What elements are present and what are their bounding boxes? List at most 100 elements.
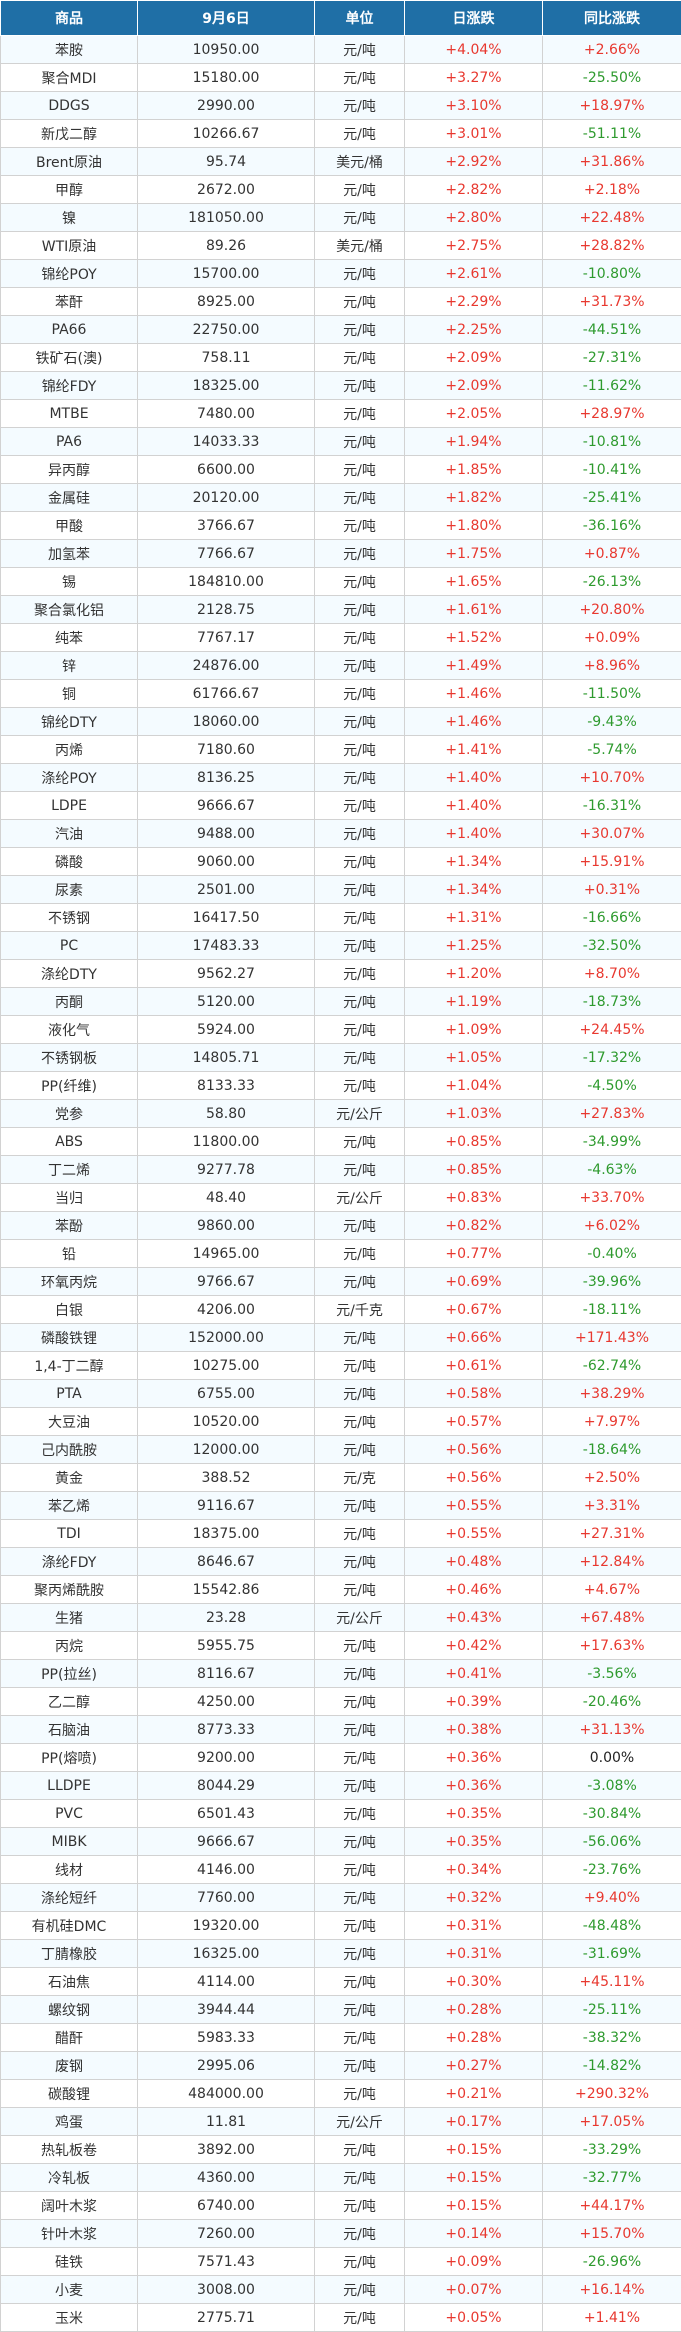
daily-change-cell: +1.40% — [405, 764, 543, 792]
unit-cell: 元/吨 — [315, 1688, 405, 1716]
commodity-cell: 丁二烯 — [1, 1156, 138, 1184]
yoy-change-cell: -51.11% — [543, 120, 681, 148]
commodity-cell: PVC — [1, 1800, 138, 1828]
commodity-cell: 醋酐 — [1, 2024, 138, 2052]
yoy-change-cell: +28.97% — [543, 400, 681, 428]
yoy-change-cell: +10.70% — [543, 764, 681, 792]
price-cell: 10950.00 — [138, 36, 315, 64]
unit-cell: 元/吨 — [315, 708, 405, 736]
daily-change-cell: +1.34% — [405, 848, 543, 876]
daily-change-cell: +0.41% — [405, 1660, 543, 1688]
price-cell: 6755.00 — [138, 1380, 315, 1408]
yoy-change-cell: +45.11% — [543, 1968, 681, 1996]
commodity-cell: PA6 — [1, 428, 138, 456]
daily-change-cell: +0.42% — [405, 1632, 543, 1660]
yoy-change-cell: -33.29% — [543, 2136, 681, 2164]
daily-change-cell: +0.57% — [405, 1408, 543, 1436]
daily-change-cell: +1.46% — [405, 680, 543, 708]
yoy-change-cell: +27.31% — [543, 1520, 681, 1548]
yoy-change-cell: +15.91% — [543, 848, 681, 876]
price-cell: 9766.67 — [138, 1268, 315, 1296]
commodity-cell: 铅 — [1, 1240, 138, 1268]
price-cell: 5924.00 — [138, 1016, 315, 1044]
unit-cell: 元/吨 — [315, 372, 405, 400]
yoy-change-cell: -4.63% — [543, 1156, 681, 1184]
unit-cell: 元/吨 — [315, 2080, 405, 2108]
price-cell: 3008.00 — [138, 2276, 315, 2304]
unit-cell: 元/吨 — [315, 1576, 405, 1604]
commodity-cell: 新戊二醇 — [1, 120, 138, 148]
yoy-change-cell: +2.18% — [543, 176, 681, 204]
price-cell: 9666.67 — [138, 792, 315, 820]
commodity-cell: 不锈钢板 — [1, 1044, 138, 1072]
unit-cell: 元/吨 — [315, 1996, 405, 2024]
yoy-change-cell: +290.32% — [543, 2080, 681, 2108]
daily-change-cell: +0.28% — [405, 1996, 543, 2024]
yoy-change-cell: +31.13% — [543, 1716, 681, 1744]
unit-cell: 元/吨 — [315, 932, 405, 960]
price-cell: 4114.00 — [138, 1968, 315, 1996]
unit-cell: 元/吨 — [315, 1240, 405, 1268]
unit-cell: 元/吨 — [315, 1548, 405, 1576]
unit-cell: 元/吨 — [315, 820, 405, 848]
yoy-change-cell: -3.08% — [543, 1772, 681, 1800]
daily-change-cell: +2.92% — [405, 148, 543, 176]
daily-change-cell: +0.56% — [405, 1464, 543, 1492]
commodity-cell: 丙酮 — [1, 988, 138, 1016]
unit-cell: 元/吨 — [315, 120, 405, 148]
price-cell: 8116.67 — [138, 1660, 315, 1688]
yoy-change-cell: -11.62% — [543, 372, 681, 400]
unit-cell: 元/吨 — [315, 2192, 405, 2220]
commodity-cell: Brent原油 — [1, 148, 138, 176]
commodity-cell: 鸡蛋 — [1, 2108, 138, 2136]
price-cell: 2990.00 — [138, 92, 315, 120]
daily-change-cell: +1.41% — [405, 736, 543, 764]
unit-cell: 元/吨 — [315, 904, 405, 932]
unit-cell: 元/吨 — [315, 176, 405, 204]
commodity-cell: 甲酸 — [1, 512, 138, 540]
commodity-cell: 锡 — [1, 568, 138, 596]
price-cell: 20120.00 — [138, 484, 315, 512]
commodity-cell: 废钢 — [1, 2052, 138, 2080]
unit-cell: 元/吨 — [315, 1828, 405, 1856]
price-cell: 7480.00 — [138, 400, 315, 428]
unit-cell: 元/吨 — [315, 1044, 405, 1072]
commodity-cell: LLDPE — [1, 1772, 138, 1800]
unit-cell: 美元/桶 — [315, 148, 405, 176]
yoy-change-cell: +2.50% — [543, 1464, 681, 1492]
daily-change-cell: +1.09% — [405, 1016, 543, 1044]
price-cell: 181050.00 — [138, 204, 315, 232]
yoy-change-cell: +12.84% — [543, 1548, 681, 1576]
daily-change-cell: +0.15% — [405, 2136, 543, 2164]
unit-cell: 元/吨 — [315, 204, 405, 232]
price-cell: 23.28 — [138, 1604, 315, 1632]
daily-change-cell: +1.40% — [405, 792, 543, 820]
unit-cell: 元/吨 — [315, 1212, 405, 1240]
yoy-change-cell: -14.82% — [543, 2052, 681, 2080]
price-cell: 15700.00 — [138, 260, 315, 288]
daily-change-cell: +0.30% — [405, 1968, 543, 1996]
yoy-change-cell: +8.70% — [543, 960, 681, 988]
price-cell: 9860.00 — [138, 1212, 315, 1240]
